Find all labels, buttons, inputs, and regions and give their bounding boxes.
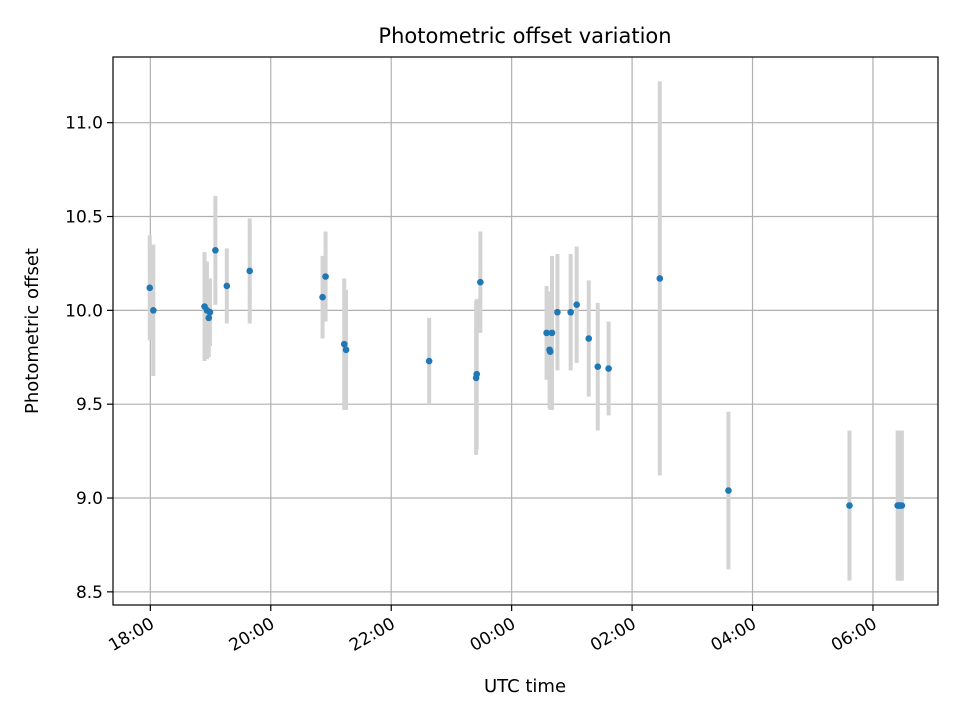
- data-point: [223, 282, 231, 290]
- y-axis-label: Photometric offset: [22, 248, 43, 414]
- data-point: [567, 308, 574, 316]
- data-point: [546, 348, 554, 355]
- y-tick-label: 10.0: [65, 301, 103, 321]
- data-point: [725, 487, 732, 494]
- data-point: [554, 308, 561, 316]
- data-point: [205, 314, 213, 322]
- data-point: [548, 329, 556, 337]
- y-tick-label: 11.0: [65, 114, 103, 134]
- data-point: [898, 502, 906, 509]
- data-point: [246, 267, 253, 275]
- data-point: [322, 273, 329, 280]
- y-axis-ticks: 8.5 9.0 9.5 10.0 10.5 11.0: [65, 114, 113, 603]
- data-point: [340, 340, 348, 348]
- data-point: [585, 335, 593, 342]
- data-point: [319, 293, 326, 301]
- data-point: [656, 275, 664, 282]
- data-point: [477, 278, 484, 286]
- data-points: [146, 247, 906, 509]
- y-tick-label: 9.5: [76, 395, 103, 415]
- data-point: [846, 502, 853, 509]
- data-point: [594, 363, 602, 370]
- y-tick-label: 8.5: [76, 583, 103, 603]
- data-point: [473, 370, 481, 378]
- data-point: [342, 346, 350, 354]
- data-point: [212, 247, 219, 254]
- data-point: [605, 365, 612, 372]
- data-point: [425, 357, 433, 365]
- data-point: [543, 329, 550, 337]
- data-point: [150, 307, 157, 314]
- data-point: [146, 284, 154, 292]
- x-axis-label: UTC time: [484, 676, 566, 697]
- data-point: [206, 308, 214, 316]
- chart-title: Photometric offset variation: [378, 24, 671, 48]
- data-point: [573, 301, 580, 309]
- y-tick-label: 9.0: [76, 489, 103, 509]
- plot-frame: [112, 56, 939, 606]
- y-tick-label: 10.5: [65, 208, 103, 228]
